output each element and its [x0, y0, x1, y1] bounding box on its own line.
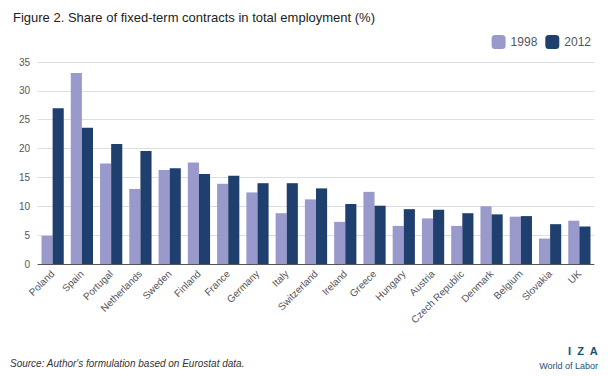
svg-text:5: 5: [24, 230, 30, 241]
svg-text:Sweden: Sweden: [140, 268, 173, 301]
svg-text:35: 35: [19, 57, 31, 68]
svg-text:Switzerland: Switzerland: [276, 268, 320, 312]
svg-text:15: 15: [19, 172, 31, 183]
svg-text:Portugal: Portugal: [81, 268, 115, 303]
svg-text:Italy: Italy: [270, 268, 291, 289]
svg-text:Figure 2. Share of fixed-term: Figure 2. Share of fixed-term contracts …: [13, 10, 375, 25]
svg-text:Source: Author's formulation b: Source: Author's formulation based on Eu…: [10, 358, 244, 369]
svg-text:I Z A: I Z A: [568, 345, 598, 357]
svg-text:10: 10: [19, 201, 31, 212]
svg-text:0: 0: [24, 259, 30, 270]
svg-text:Austria: Austria: [407, 268, 437, 298]
svg-text:Spain: Spain: [60, 268, 86, 294]
svg-text:Denmark: Denmark: [459, 268, 495, 304]
svg-text:Finland: Finland: [172, 268, 203, 299]
svg-text:Slovakia: Slovakia: [520, 268, 555, 303]
svg-text:Germany: Germany: [225, 268, 262, 305]
svg-text:20: 20: [19, 143, 31, 154]
svg-text:Hungary: Hungary: [373, 268, 407, 302]
svg-text:Greece: Greece: [347, 268, 379, 299]
svg-text:30: 30: [19, 85, 31, 96]
svg-text:2012: 2012: [564, 35, 591, 49]
svg-text:25: 25: [19, 114, 31, 125]
svg-text:Ireland: Ireland: [320, 268, 349, 297]
svg-text:World of Labor: World of Labor: [539, 361, 598, 371]
svg-text:France: France: [202, 268, 233, 298]
svg-text:Netherlands: Netherlands: [98, 268, 144, 314]
svg-text:Belgium: Belgium: [491, 268, 525, 302]
svg-text:Czech Republic: Czech Republic: [409, 268, 466, 325]
svg-text:1998: 1998: [511, 35, 538, 49]
svg-text:UK: UK: [566, 268, 584, 286]
svg-text:Poland: Poland: [27, 268, 57, 298]
